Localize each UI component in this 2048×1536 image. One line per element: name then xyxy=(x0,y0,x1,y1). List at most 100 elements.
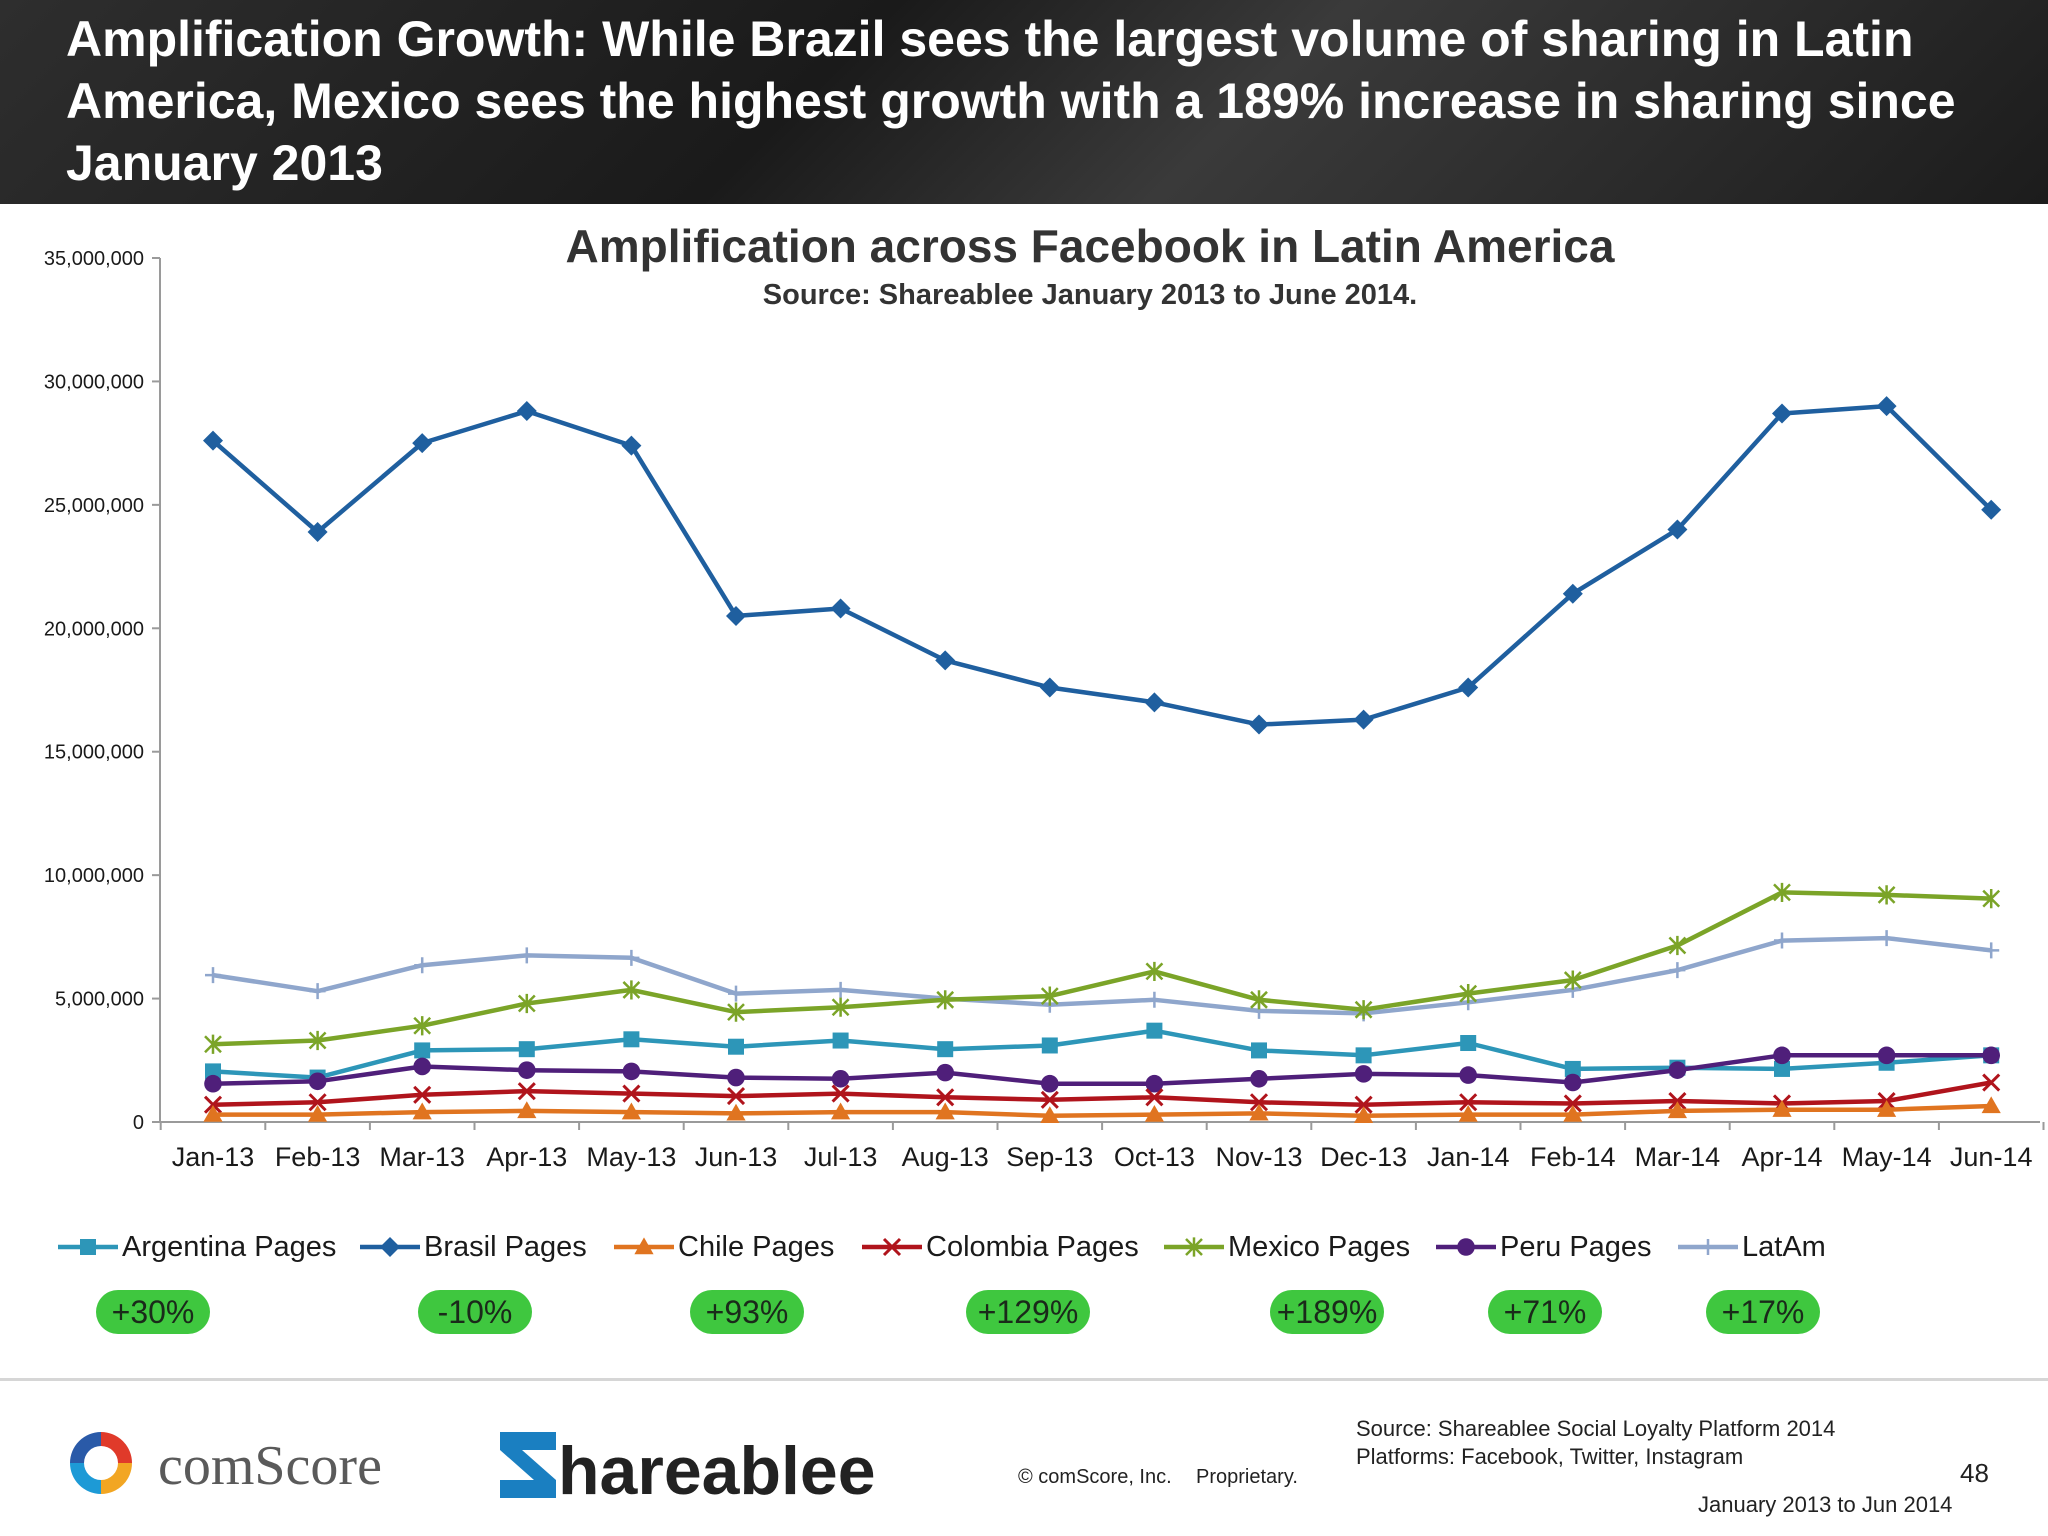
shareablee-wordmark: hareablee xyxy=(558,1433,876,1504)
data-point-chile-pages xyxy=(1877,1100,1897,1117)
data-point-latam xyxy=(518,947,535,964)
legend-label: Colombia Pages xyxy=(926,1230,1139,1263)
comscore-swirl-icon xyxy=(70,1432,132,1494)
data-point-mexico-pages xyxy=(413,1016,432,1036)
data-point-peru-pages xyxy=(1564,1073,1582,1092)
series-line-brasil-pages xyxy=(211,403,1993,727)
data-point-brasil-pages xyxy=(1981,499,2002,520)
y-tick-label: 20,000,000 xyxy=(44,618,144,640)
series-mexico-pages xyxy=(204,882,2001,1054)
data-point-peru-pages xyxy=(831,1070,850,1088)
data-point-latam xyxy=(1878,930,1895,947)
data-point-mexico-pages xyxy=(1668,935,1687,956)
data-point-mexico-pages xyxy=(1354,1000,1373,1020)
growth-badge: -10% xyxy=(418,1290,532,1334)
data-point-mexico-pages xyxy=(1145,961,1164,982)
data-point-argentina-pages xyxy=(1460,1035,1477,1052)
x-tick-label: Apr-13 xyxy=(486,1142,567,1172)
data-point-chile-pages xyxy=(1354,1106,1374,1124)
growth-badge: +71% xyxy=(1488,1290,1602,1334)
data-point-mexico-pages xyxy=(622,980,641,1000)
legend-swatch-marker xyxy=(634,1237,654,1255)
data-point-brasil-pages xyxy=(1562,583,1583,604)
x-tick-label: Apr-14 xyxy=(1741,1142,1822,1172)
data-point-mexico-pages xyxy=(1982,888,2001,909)
legend-label: Peru Pages xyxy=(1500,1230,1652,1263)
x-tick-label: Jun-14 xyxy=(1950,1142,2033,1172)
series-brasil-pages xyxy=(203,396,2002,735)
x-tick-label: Dec-13 xyxy=(1320,1142,1407,1172)
data-point-brasil-pages xyxy=(1144,692,1165,713)
legend-item-latam: LatAm xyxy=(1676,1224,1826,1270)
footer-divider xyxy=(0,1378,2048,1381)
y-tick-label: 30,000,000 xyxy=(44,371,144,393)
legend-item-mexico-pages: Mexico Pages xyxy=(1162,1224,1410,1270)
line-chart: Amplification across Facebook in Latin A… xyxy=(44,220,2045,1172)
x-tick-label: Nov-13 xyxy=(1215,1142,1302,1172)
data-point-argentina-pages xyxy=(728,1038,744,1055)
x-tick-label: Aug-13 xyxy=(902,1142,989,1172)
data-point-argentina-pages xyxy=(1564,1060,1581,1077)
legend-swatch-marker xyxy=(1185,1237,1203,1257)
data-point-chile-pages xyxy=(726,1103,746,1121)
data-point-argentina-pages xyxy=(1146,1022,1163,1039)
y-tick-label: 35,000,000 xyxy=(44,248,144,270)
data-point-brasil-pages xyxy=(1458,677,1479,698)
y-tick-label: 15,000,000 xyxy=(44,742,144,764)
legend-item-argentina-pages: Argentina Pages xyxy=(56,1224,336,1270)
data-point-mexico-pages xyxy=(727,1002,745,1022)
series-argentina-pages xyxy=(205,1022,2000,1086)
data-point-chile-pages xyxy=(203,1104,223,1122)
data-point-brasil-pages xyxy=(1353,709,1374,730)
x-tick-label: May-14 xyxy=(1842,1142,1932,1172)
data-point-peru-pages xyxy=(1877,1046,1896,1065)
data-point-peru-pages xyxy=(727,1068,745,1087)
x-tick-label: Jan-14 xyxy=(1427,1142,1510,1172)
y-tick-label: 10,000,000 xyxy=(44,865,144,887)
data-point-latam xyxy=(728,985,744,1002)
data-point-chile-pages xyxy=(1144,1104,1164,1122)
data-point-mexico-pages xyxy=(1773,882,1791,903)
data-point-colombia-pages xyxy=(1668,1091,1687,1111)
data-point-brasil-pages xyxy=(412,433,433,454)
series-line-peru-pages xyxy=(212,1053,1992,1086)
data-point-argentina-pages xyxy=(832,1032,849,1049)
data-point-colombia-pages xyxy=(1040,1090,1059,1109)
data-point-peru-pages xyxy=(308,1072,327,1091)
data-point-chile-pages xyxy=(412,1102,432,1120)
data-point-brasil-pages xyxy=(935,650,956,671)
legend-item-chile-pages: Chile Pages xyxy=(612,1224,834,1270)
data-point-argentina-pages xyxy=(1774,1060,1790,1077)
legend-swatch-marker xyxy=(1457,1238,1475,1256)
data-point-mexico-pages xyxy=(517,993,536,1014)
legend-label: Brasil Pages xyxy=(424,1230,587,1263)
x-tick-label: Oct-13 xyxy=(1114,1142,1195,1172)
data-point-peru-pages xyxy=(1982,1046,2000,1065)
data-point-chile-pages xyxy=(1772,1100,1792,1117)
page-number: 48 xyxy=(1960,1458,1989,1488)
data-point-chile-pages xyxy=(1249,1103,1269,1121)
legend-swatch-square-icon xyxy=(58,1239,118,1255)
legend-item-peru-pages: Peru Pages xyxy=(1434,1224,1652,1270)
chart-axes: 0 5,000,000 10,000,000 15,000,000 20,000,000… xyxy=(44,248,2045,1172)
shareablee-logo: hareablee xyxy=(500,1432,876,1504)
shareablee-s-icon xyxy=(500,1432,556,1498)
data-point-mexico-pages xyxy=(204,1034,222,1054)
y-tick-label: 0 xyxy=(133,1112,144,1134)
data-point-argentina-pages xyxy=(1251,1042,1267,1059)
series-peru-pages xyxy=(204,1046,2000,1093)
data-point-latam xyxy=(1146,991,1163,1008)
x-tick-label: Jul-13 xyxy=(804,1142,878,1172)
data-point-latam xyxy=(205,967,221,984)
footer-source-line: Source: Shareablee Social Loyalty Platfo… xyxy=(1356,1416,1836,1441)
series-chile-pages xyxy=(203,1096,2001,1124)
data-point-peru-pages xyxy=(1354,1065,1373,1083)
data-point-latam xyxy=(1983,942,2000,959)
data-point-latam xyxy=(623,949,640,966)
data-point-colombia-pages xyxy=(203,1095,223,1114)
data-point-peru-pages xyxy=(204,1074,222,1093)
data-point-chile-pages xyxy=(1458,1104,1478,1122)
legend-swatch-asterisk-icon xyxy=(1164,1237,1224,1257)
data-point-peru-pages xyxy=(1250,1070,1268,1088)
data-point-brasil-pages xyxy=(1249,714,1269,735)
